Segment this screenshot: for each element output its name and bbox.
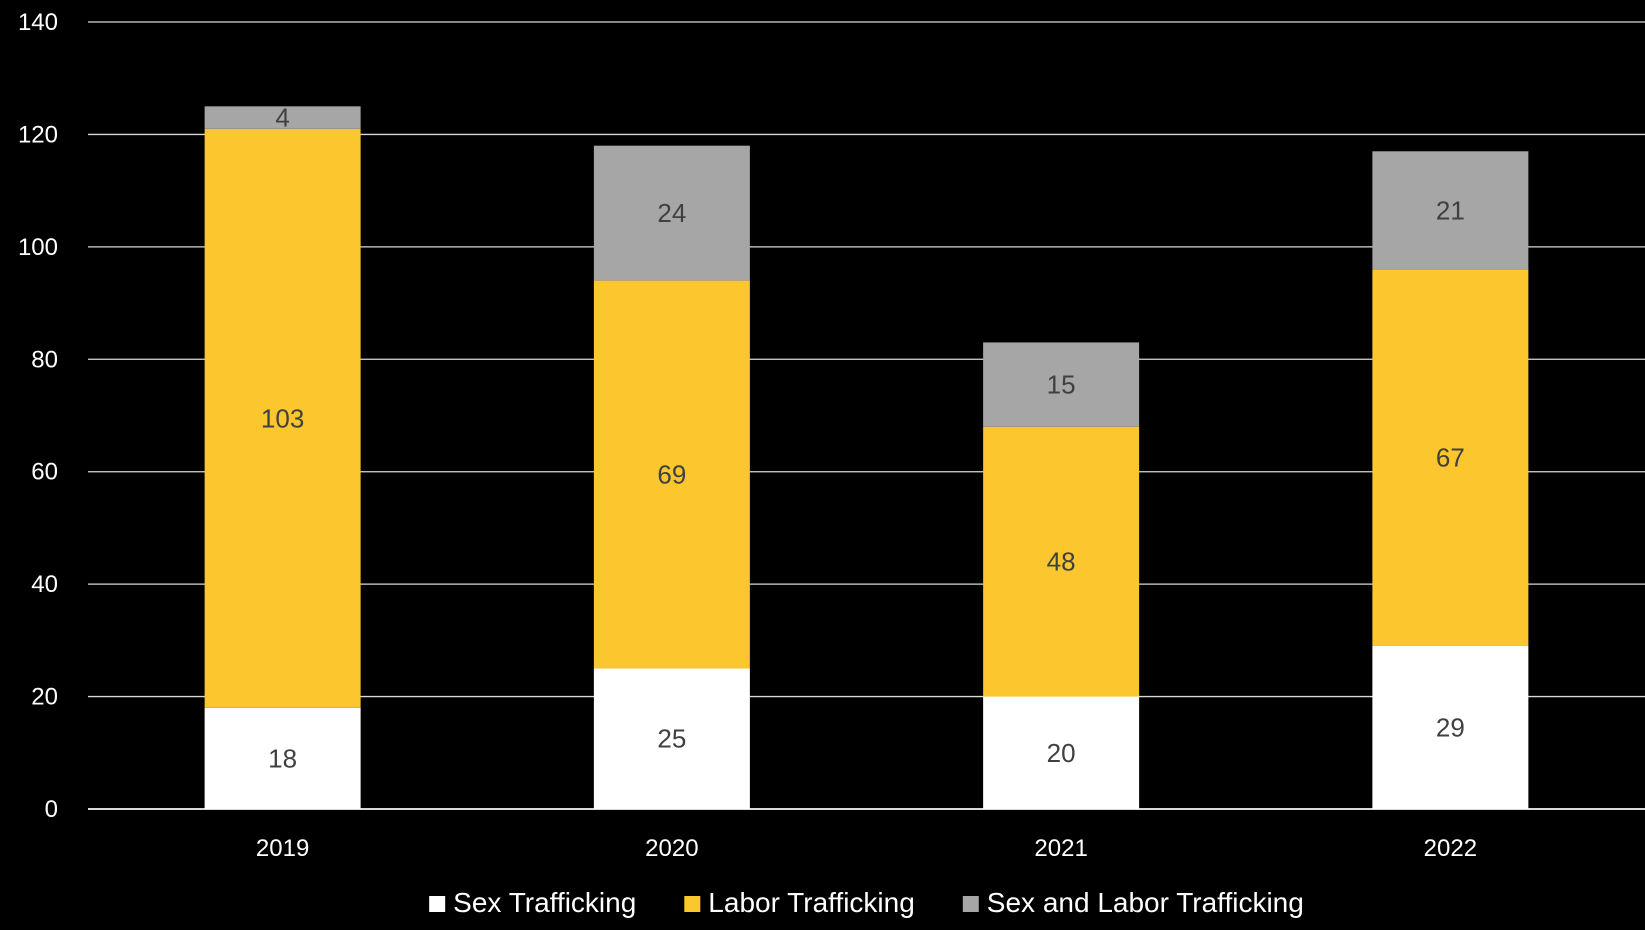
y-axis-tick-labels: 0 20 40 60 80 100 120 140 xyxy=(18,9,58,823)
legend-swatch xyxy=(962,896,979,912)
data-label: 21 xyxy=(1436,195,1465,225)
bar-segment xyxy=(593,280,750,669)
y-tick-label: 20 xyxy=(31,684,58,711)
bar-segment xyxy=(983,696,1140,809)
data-label: 15 xyxy=(1047,370,1076,400)
bar-segment xyxy=(1372,645,1529,809)
legend-item: Sex and Labor Trafficking xyxy=(962,887,1304,918)
y-tick-label: 140 xyxy=(18,9,58,36)
bar-segment xyxy=(593,668,750,809)
y-tick-label: 60 xyxy=(31,459,58,486)
bar-segment xyxy=(204,106,361,129)
bar-segments xyxy=(204,106,1529,809)
data-label: 67 xyxy=(1436,443,1465,473)
legend-item: Labor Trafficking xyxy=(684,887,915,918)
y-tick-label: 120 xyxy=(18,121,58,148)
y-tick-label: 100 xyxy=(18,234,58,261)
legend-swatch xyxy=(429,896,446,912)
legend-label: Sex and Labor Trafficking xyxy=(987,887,1304,918)
data-label: 103 xyxy=(261,403,304,433)
bar-segment xyxy=(983,342,1140,427)
x-tick-label: 2021 xyxy=(1034,835,1087,862)
data-label: 20 xyxy=(1047,738,1076,768)
bar-segment xyxy=(204,128,361,708)
legend-label: Labor Trafficking xyxy=(708,887,915,918)
legend: Sex Trafficking Labor Trafficking Sex and … xyxy=(429,887,1304,918)
bar-segment xyxy=(1372,269,1529,646)
x-tick-label: 2019 xyxy=(256,835,309,862)
y-tick-label: 80 xyxy=(31,346,58,373)
x-axis-tick-labels: 2019 2020 2021 2022 xyxy=(256,835,1477,862)
bar-segment xyxy=(204,707,361,809)
bar-segment xyxy=(1372,151,1529,270)
data-labels: 18 103 4 25 69 24 20 48 15 29 67 21 xyxy=(261,103,1465,774)
data-label: 48 xyxy=(1047,547,1076,577)
bar-segment xyxy=(983,426,1140,697)
data-label: 4 xyxy=(275,103,289,133)
legend-label: Sex Trafficking xyxy=(453,887,636,918)
data-label: 25 xyxy=(657,724,686,754)
legend-item: Sex Trafficking xyxy=(429,887,636,918)
data-label: 24 xyxy=(657,198,686,228)
bar-segment xyxy=(593,145,750,281)
x-tick-label: 2020 xyxy=(645,835,698,862)
data-label: 18 xyxy=(268,743,297,773)
data-label: 69 xyxy=(657,460,686,490)
x-tick-label: 2022 xyxy=(1424,835,1477,862)
data-label: 29 xyxy=(1436,712,1465,742)
legend-swatch xyxy=(684,896,701,912)
y-tick-label: 40 xyxy=(31,571,58,598)
y-tick-label: 0 xyxy=(45,796,58,823)
